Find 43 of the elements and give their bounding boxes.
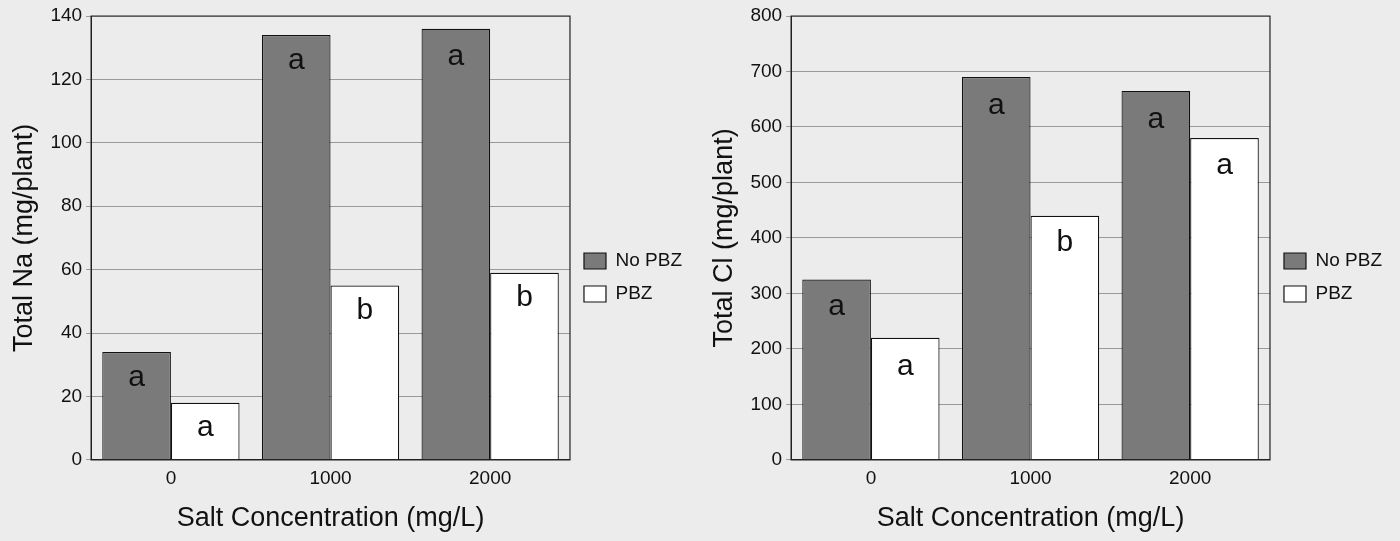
y-tick-label: 100 xyxy=(50,131,83,153)
annotation: a xyxy=(287,41,305,75)
y-tick-label: 600 xyxy=(750,115,783,137)
y-tick-label: 300 xyxy=(750,281,783,303)
annotation: b xyxy=(356,292,374,326)
y-tick-label: 0 xyxy=(71,448,83,470)
y-tick-label: 700 xyxy=(750,59,783,81)
legend-label: PBZ xyxy=(1315,282,1353,304)
y-tick-label: 120 xyxy=(50,67,83,89)
x-tick-label: 2000 xyxy=(469,467,512,489)
annotation: a xyxy=(128,358,146,392)
x-axis-title: Salt Concentration (mg/L) xyxy=(876,502,1185,533)
y-axis-title: Total Cl (mg/plant) xyxy=(707,128,738,348)
y-tick-label: 20 xyxy=(60,384,83,406)
legend-label: PBZ xyxy=(615,282,653,304)
y-tick-label: 800 xyxy=(750,4,783,26)
legend-label: No PBZ xyxy=(615,249,683,271)
annotation: a xyxy=(828,287,846,321)
annotation: a xyxy=(196,409,214,443)
y-tick-label: 60 xyxy=(60,257,83,279)
annotation: a xyxy=(1216,147,1234,181)
x-tick-label: 0 xyxy=(165,467,177,489)
y-tick-label: 400 xyxy=(750,226,783,248)
y-tick-label: 40 xyxy=(60,321,83,343)
y-axis-title: Total Na (mg/plant) xyxy=(7,123,38,352)
y-tick-label: 100 xyxy=(750,392,783,414)
x-tick-label: 2000 xyxy=(1169,467,1212,489)
y-tick-label: 200 xyxy=(750,337,783,359)
annotation: b xyxy=(516,279,533,313)
x-tick-label: 1000 xyxy=(309,467,352,489)
x-tick-label: 1000 xyxy=(1009,467,1052,489)
annotation: a xyxy=(447,38,465,72)
y-tick-label: 500 xyxy=(750,170,783,192)
annotation: a xyxy=(1147,101,1165,134)
x-axis-title: Salt Concentration (mg/L) xyxy=(176,502,485,533)
y-tick-label: 0 xyxy=(771,448,783,470)
y-tick-label: 80 xyxy=(60,194,83,216)
annotation: b xyxy=(1056,223,1074,257)
y-tick-label: 140 xyxy=(50,4,83,26)
legend-label: No PBZ xyxy=(1315,249,1383,271)
annotation: a xyxy=(987,86,1005,120)
x-tick-label: 0 xyxy=(865,467,877,489)
annotation: a xyxy=(896,348,914,382)
